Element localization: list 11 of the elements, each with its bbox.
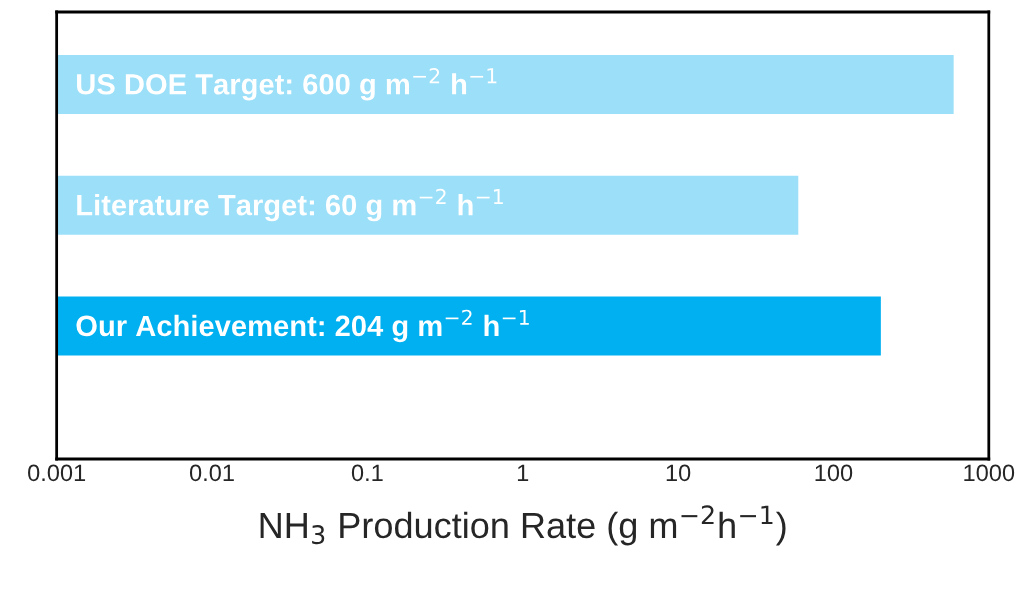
x-tick-label: 1000 [964, 464, 1015, 482]
y-tick-label: Our Achievement: 204 g m$^{−2}$ h$^{−1}$ [76, 309, 529, 343]
x-tick-label: 10 [666, 464, 691, 482]
x-axis-title: NH$_{3}$ Production Rate (g m$^{−2}$h$^{−1}$) [260, 505, 786, 546]
y-tick-label: US DOE Target: 600 g m$^{−2}$ h$^{−1}$ [77, 68, 497, 101]
x-tick-label: 100 [815, 464, 853, 482]
y-tick-label: Literature Target: 60 g m$^{−2}$ h$^{−1}$ [77, 188, 503, 222]
x-tick-label: 0.1 [351, 464, 383, 482]
x-tick-label: 0.01 [189, 464, 234, 482]
x-tick-label: 1 [517, 464, 529, 481]
x-tick-label: 0.001 [28, 464, 86, 482]
